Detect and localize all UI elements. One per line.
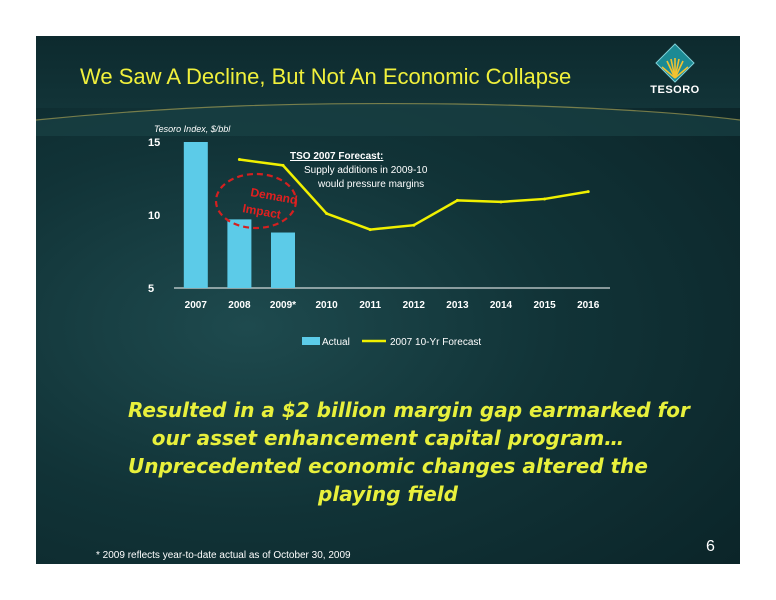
page-number: 6 [706, 538, 715, 555]
y-tick-label: 15 [148, 137, 160, 149]
x-tick-label: 2015 [533, 300, 556, 311]
slide: We Saw A Decline, But Not An Economic Co… [36, 36, 740, 564]
forecast-note-line2: would pressure margins [317, 179, 424, 190]
takeaway-line: Resulted in a $2 billion margin gap earm… [128, 398, 690, 422]
demand-impact-label-line2: Impact [241, 201, 282, 222]
x-tick-label: 2013 [446, 300, 469, 311]
bar-actual [183, 142, 208, 288]
legend-label-forecast: 2007 10-Yr Forecast [390, 337, 481, 348]
x-tick-label: 2007 [185, 300, 208, 311]
chart: Tesoro Index, $/bbl 5 10 15 2007 2008 2009* 2… [148, 124, 610, 348]
forecast-point [412, 223, 416, 227]
y-tick-label: 5 [148, 283, 154, 295]
forecast-point [586, 190, 590, 194]
x-tick-label: 2012 [403, 300, 426, 311]
forecast-point [455, 198, 459, 202]
demand-impact-circle [214, 172, 298, 230]
forecast-point [499, 200, 503, 204]
footnote: * 2009 reflects year-to-date actual as o… [96, 550, 351, 561]
takeaway-line: Unprecedented economic changes altered t… [128, 454, 648, 478]
bar-actual [271, 232, 295, 288]
forecast-note-heading: TSO 2007 Forecast: [290, 151, 383, 162]
tesoro-logo-icon [655, 43, 695, 83]
forecast-point [281, 163, 285, 167]
slide-title: We Saw A Decline, But Not An Economic Co… [80, 64, 572, 89]
bar-actual [227, 219, 252, 288]
takeaway-line: our asset enhancement capital program… [151, 426, 625, 450]
forecast-point [325, 212, 329, 216]
legend-swatch-actual [302, 337, 320, 345]
x-tick-label: 2008 [228, 300, 251, 311]
x-tick-label: 2016 [577, 300, 600, 311]
x-tick-label: 2011 [359, 300, 381, 311]
x-tick-label: 2010 [315, 300, 338, 311]
x-tick-label: 2014 [490, 300, 513, 311]
legend: Actual 2007 10-Yr Forecast [302, 337, 481, 348]
y-axis-label: Tesoro Index, $/bbl [154, 124, 231, 134]
forecast-note-line1: Supply additions in 2009-10 [304, 165, 428, 176]
forecast-point [368, 228, 372, 232]
decorative-swoosh [36, 102, 740, 136]
title-bar [36, 36, 740, 108]
x-tick-label: 2009* [270, 300, 296, 311]
y-tick-label: 10 [148, 210, 160, 222]
forecast-point [237, 158, 241, 162]
forecast-point [543, 197, 547, 201]
takeaway-text: Resulted in a $2 billion margin gap earm… [128, 396, 690, 508]
takeaway-line: playing field [318, 482, 458, 506]
logo-text: TESORO [650, 84, 700, 96]
legend-label-actual: Actual [322, 337, 350, 348]
